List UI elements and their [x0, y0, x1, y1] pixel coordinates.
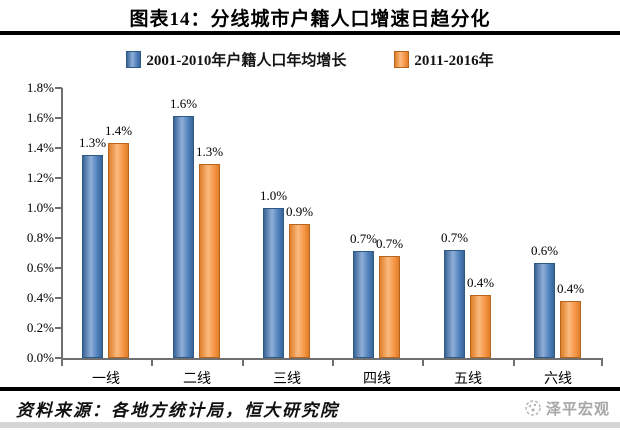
x-axis-tick [332, 358, 334, 366]
x-tick-label-tier2: 二线 [183, 372, 211, 387]
y-tick-label: 1.2% [26, 170, 54, 185]
y-axis-tick [55, 207, 62, 209]
bar-label-s1-tier5: 0.7% [440, 230, 469, 245]
y-axis-tick [55, 237, 62, 239]
footer: 资料来源：各地方统计局，恒大研究院 泽平宏观 [0, 393, 620, 423]
bar-s1-tier4 [353, 251, 374, 358]
bar-s2-tier6 [560, 301, 581, 358]
y-tick-label: 1.6% [26, 110, 54, 125]
y-axis-tick [55, 87, 62, 89]
y-axis-tick [55, 147, 62, 149]
bar-label-s1-tier2: 1.6% [169, 96, 198, 111]
source-note: 资料来源：各地方统计局，恒大研究院 [16, 400, 339, 420]
y-axis-tick [55, 117, 62, 119]
watermark-logo-icon [525, 400, 541, 416]
y-axis-tick [55, 357, 62, 359]
y-axis-tick [55, 297, 62, 299]
x-axis-tick [151, 358, 154, 366]
bottom-gray-band [0, 422, 620, 428]
x-axis-tick [601, 358, 603, 366]
legend-label-series1: 2001-2010年户籍人口年均增长 [146, 53, 347, 69]
bar-label-s1-tier6: 0.6% [530, 243, 559, 258]
y-tick-label: 0.2% [26, 320, 54, 335]
x-axis-tick [422, 358, 425, 366]
y-tick-label: 0.6% [26, 260, 54, 275]
bar-s1-tier2 [173, 116, 194, 358]
bar-s1-tier3 [263, 208, 284, 358]
chart-legend: 2001-2010年户籍人口年均增长 2011-2016年 [0, 49, 620, 70]
bar-label-s2-tier5: 0.4% [466, 275, 495, 290]
bar-s2-tier3 [289, 224, 310, 358]
y-tick-label: 0.4% [26, 290, 54, 305]
x-tick-label-tier5: 五线 [454, 372, 482, 387]
bar-label-s1-tier3: 1.0% [259, 188, 288, 203]
x-axis-tick [61, 358, 63, 366]
x-axis-tick [512, 358, 515, 366]
bar-s2-tier2 [199, 164, 220, 358]
bar-label-s2-tier6: 0.4% [556, 281, 585, 296]
bar-s1-tier1 [82, 155, 103, 358]
y-tick-label: 1.4% [26, 140, 54, 155]
bar-s2-tier1 [108, 143, 129, 358]
chart-figure-title: 图表14：分线城市户籍人口增速日趋分化 [129, 9, 491, 30]
y-axis [61, 88, 63, 360]
x-axis-tick [241, 358, 244, 366]
y-tick-label: 0.8% [26, 230, 54, 245]
bar-label-s1-tier4: 0.7% [349, 231, 378, 246]
bar-label-s2-tier2: 1.3% [195, 144, 224, 159]
legend-swatch-series2-icon [394, 51, 410, 68]
y-axis-tick [55, 327, 62, 329]
legend-swatch-series1-icon [126, 51, 142, 68]
x-tick-label-tier3: 三线 [273, 372, 301, 387]
y-tick-label: 1.8% [26, 80, 54, 95]
bar-s2-tier5 [470, 295, 491, 358]
legend-item-series2: 2011-2016年 [394, 49, 494, 70]
chart-area: 0.0% 0.2% 0.4% 0.6% 0.8% 1.0% 1.2% 1.4% 1.6% 1.8%… [0, 76, 620, 388]
top-divider-rule [0, 31, 620, 35]
bar-s1-tier5 [444, 250, 465, 358]
y-axis-tick [55, 267, 62, 269]
x-tick-label-tier1: 一线 [92, 372, 120, 387]
y-axis-tick [55, 177, 62, 179]
x-tick-label-tier6: 六线 [544, 372, 572, 387]
y-tick-label: 1.0% [26, 200, 54, 215]
bar-s1-tier6 [534, 263, 555, 358]
legend-label-series2: 2011-2016年 [414, 53, 494, 69]
bar-label-s2-tier4: 0.7% [375, 236, 404, 251]
x-tick-label-tier4: 四线 [363, 372, 391, 387]
legend-item-series1: 2001-2010年户籍人口年均增长 [126, 49, 346, 70]
watermark-label: 泽平宏观 [545, 401, 610, 418]
bar-label-s1-tier1: 1.3% [78, 135, 107, 150]
bar-label-s2-tier3: 0.9% [285, 204, 314, 219]
bar-s2-tier4 [379, 256, 400, 358]
watermark: 泽平宏观 [524, 398, 610, 419]
y-tick-label: 0.0% [26, 350, 54, 365]
bar-label-s2-tier1: 1.4% [104, 123, 133, 138]
bottom-divider-rule [0, 387, 620, 391]
